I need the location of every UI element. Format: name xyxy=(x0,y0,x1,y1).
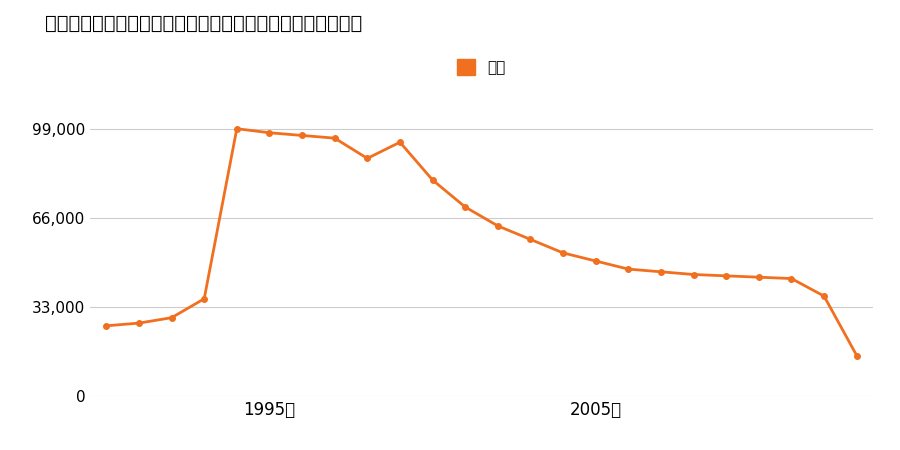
Legend: 価格: 価格 xyxy=(451,53,512,81)
Text: 埼玉県入間郡越生町大字越生字倉田１００４番４の地価推移: 埼玉県入間郡越生町大字越生字倉田１００４番４の地価推移 xyxy=(45,14,362,32)
